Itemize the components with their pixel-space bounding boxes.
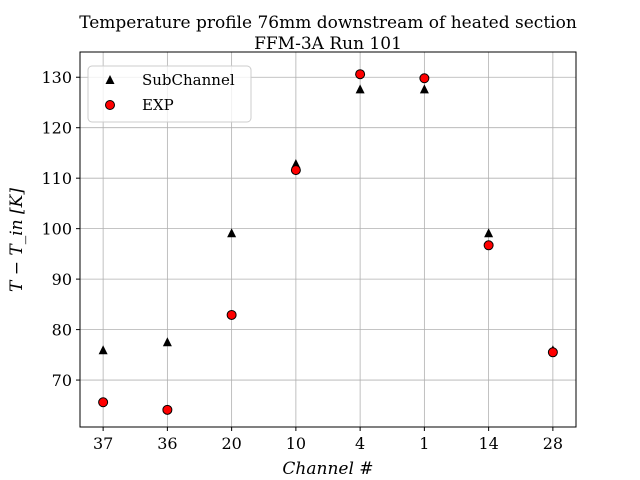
exp-point <box>355 69 366 80</box>
subchannel-point <box>227 228 237 238</box>
y-axis: 70 80 90 100 110 120 130 <box>41 68 80 390</box>
exp-point <box>290 165 301 176</box>
y-tick-label: 80 <box>52 321 72 340</box>
y-tick-label: 70 <box>52 371 72 390</box>
legend: SubChannel EXP <box>87 65 252 123</box>
y-tick-label: 100 <box>41 220 72 239</box>
y-tick-label: 90 <box>52 270 72 289</box>
exp-point <box>483 240 494 251</box>
x-tick-label: 37 <box>93 434 113 453</box>
y-axis-label: T − T_in [K] <box>7 188 27 292</box>
y-tick-label: 120 <box>41 119 72 138</box>
x-tick-label: 4 <box>355 434 365 453</box>
data-marks <box>98 69 558 415</box>
legend-triangle-icon <box>105 75 115 84</box>
grid <box>80 52 576 427</box>
x-tick-label: 1 <box>419 434 429 453</box>
exp-point <box>162 404 173 415</box>
subchannel-point <box>98 345 108 355</box>
subchannel-point <box>355 84 365 94</box>
exp-point <box>98 397 109 408</box>
x-axis: 37 36 20 10 4 1 14 28 <box>93 427 563 453</box>
x-tick-label: 14 <box>478 434 498 453</box>
plot-frame <box>79 51 577 428</box>
subchannel-point <box>484 228 494 238</box>
exp-point <box>226 309 237 320</box>
x-axis-label: Channel # <box>282 459 373 479</box>
x-tick-label: 20 <box>221 434 241 453</box>
exp-point <box>419 73 430 84</box>
exp-point <box>547 347 558 358</box>
x-tick-label: 28 <box>543 434 563 453</box>
x-tick-label: 10 <box>286 434 306 453</box>
chart-title: Temperature profile 76mm downstream of h… <box>79 13 577 33</box>
y-tick-label: 130 <box>41 68 72 87</box>
chart-subtitle: FFM-3A Run 101 <box>254 34 402 54</box>
legend-label: SubChannel <box>142 71 235 89</box>
subchannel-point <box>419 84 429 94</box>
y-tick-label: 110 <box>41 169 72 188</box>
legend-label: EXP <box>142 96 174 114</box>
legend-box <box>87 65 252 123</box>
legend-circle-icon <box>105 100 115 110</box>
subchannel-point <box>162 337 172 347</box>
x-tick-label: 36 <box>157 434 177 453</box>
